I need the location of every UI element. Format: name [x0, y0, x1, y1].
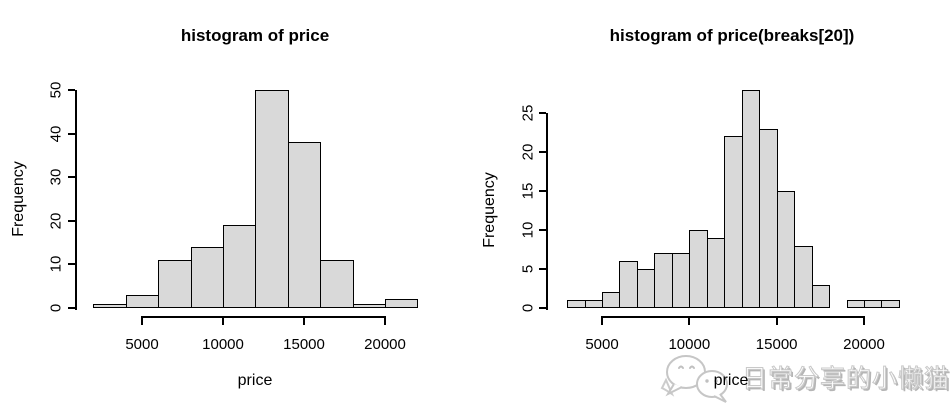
histogram-bar [881, 300, 900, 308]
y-axis-tick [539, 151, 546, 153]
histogram-bar [619, 261, 638, 308]
y-tick-label: 10 [47, 256, 65, 273]
histogram-bar [724, 136, 743, 308]
histogram-bar [846, 300, 865, 308]
histogram-bar [125, 294, 160, 308]
histogram-bar [654, 253, 673, 308]
y-axis-tick [539, 307, 546, 309]
histogram-bar [794, 245, 813, 308]
x-tick-label: 10000 [668, 336, 711, 353]
x-tick-label: 15000 [283, 336, 325, 353]
x-axis-label: price [713, 372, 749, 389]
histogram-bar [759, 128, 778, 308]
x-tick-label: 5000 [585, 336, 619, 353]
histogram-bar [741, 89, 761, 308]
y-axis-line [546, 113, 548, 310]
x-tick-label: 20000 [843, 336, 885, 353]
y-axis-tick [539, 229, 546, 231]
chart-title: histogram of price [180, 26, 330, 45]
x-tick-label: 15000 [755, 336, 798, 353]
x-axis-tick [303, 316, 305, 325]
x-axis-tick [384, 316, 386, 325]
histogram-bar [636, 269, 656, 308]
histogram-bar [352, 303, 386, 308]
y-tick-label: 15 [519, 182, 537, 200]
x-axis-tick [863, 316, 865, 325]
x-axis-label: price [237, 372, 273, 389]
histogram-bar [287, 142, 322, 308]
y-axis-tick [68, 132, 75, 135]
y-tick-label: 40 [47, 125, 65, 142]
y-axis-tick [539, 190, 546, 192]
x-axis-tick [688, 316, 691, 325]
y-tick-label: 25 [519, 104, 537, 122]
histogram-bar [584, 300, 603, 308]
x-axis-line [602, 316, 864, 318]
y-axis-tick [68, 89, 75, 91]
histogram-bar [811, 284, 831, 308]
y-tick-label: 20 [47, 212, 65, 230]
y-tick-label: 20 [519, 143, 537, 161]
histogram-bar [706, 237, 726, 308]
x-axis-tick [141, 316, 143, 325]
chart-title: histogram of price(breaks[20]) [609, 26, 855, 45]
histogram-bar [689, 230, 708, 308]
y-tick-label: 0 [47, 303, 65, 313]
x-axis-tick [601, 316, 603, 325]
histogram-bar [255, 90, 289, 308]
x-axis-tick [775, 316, 778, 325]
y-axis-label: Frequency [10, 161, 27, 237]
y-axis-tick [68, 176, 75, 179]
histogram-bar [864, 300, 883, 308]
y-axis-label: Frequency [481, 172, 498, 248]
histogram-bar [320, 260, 354, 308]
wechat-logo-icon [660, 355, 728, 403]
y-tick-label: 0 [519, 303, 537, 313]
histogram-bar [223, 225, 257, 308]
x-tick-label: 10000 [202, 336, 244, 353]
y-axis-line [75, 90, 77, 310]
histogram-bar [385, 299, 419, 308]
y-axis-tick [68, 263, 75, 266]
histogram-bar [671, 253, 691, 308]
y-axis-tick [68, 219, 75, 222]
x-axis-line [142, 316, 385, 318]
y-tick-label: 50 [47, 81, 65, 99]
y-tick-label: 30 [47, 168, 65, 186]
x-tick-label: 20000 [364, 336, 406, 353]
x-tick-label: 5000 [125, 336, 159, 353]
x-axis-tick [222, 316, 224, 325]
histogram-bar [190, 246, 224, 308]
histogram-bar [567, 300, 586, 308]
y-axis-tick [539, 112, 546, 114]
histogram-bar [158, 260, 192, 308]
histogram-bar [776, 191, 796, 308]
y-tick-label: 5 [519, 264, 537, 274]
histogram-bar [93, 303, 127, 308]
histogram-bar [602, 292, 621, 308]
y-tick-label: 10 [519, 221, 537, 239]
y-axis-tick [539, 268, 546, 270]
watermark-text: 日常分享的小懒猫 [741, 365, 951, 394]
y-axis-tick [68, 307, 75, 309]
watermark: 日常分享的小懒猫 [652, 349, 950, 405]
